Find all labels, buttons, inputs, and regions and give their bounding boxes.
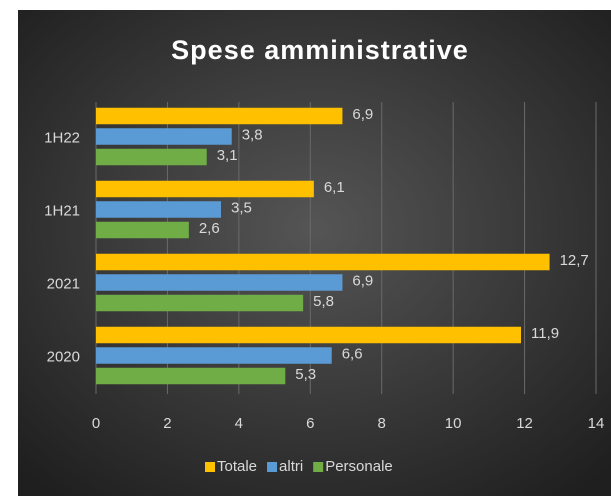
bar — [96, 274, 343, 291]
legend-label: Totale — [217, 458, 257, 475]
bar — [96, 201, 221, 218]
legend-label: Personale — [325, 458, 393, 475]
x-tick-label: 2 — [163, 415, 171, 432]
y-tick-label: 1H22 — [44, 129, 80, 146]
bar — [96, 180, 314, 198]
x-tick-label: 10 — [445, 415, 462, 432]
x-tick-label: 4 — [235, 415, 243, 432]
bar — [96, 148, 207, 166]
x-tick-label: 8 — [378, 415, 386, 432]
bar — [96, 294, 304, 312]
legend-swatch — [205, 462, 215, 472]
value-label: 3,8 — [242, 126, 263, 143]
legend-label: altri — [279, 458, 303, 475]
value-label: 11,9 — [531, 325, 559, 342]
legend-swatch — [267, 462, 278, 472]
bar — [96, 128, 232, 145]
y-tick-label: 2021 — [47, 275, 80, 292]
bar — [96, 326, 521, 344]
value-label: 6,1 — [324, 179, 345, 196]
bar — [96, 253, 550, 271]
value-label: 3,5 — [231, 199, 252, 216]
chart-title: Spese amministrative — [171, 35, 469, 65]
bar — [96, 367, 286, 385]
value-label: 5,3 — [295, 366, 316, 383]
x-tick-label: 0 — [92, 415, 100, 432]
chart-background — [18, 10, 611, 496]
x-tick-label: 12 — [516, 415, 533, 432]
value-label: 6,6 — [342, 345, 363, 362]
x-tick-label: 6 — [306, 415, 314, 432]
value-label: 6,9 — [352, 272, 373, 289]
value-label: 3,1 — [217, 147, 238, 164]
value-label: 2,6 — [199, 220, 220, 237]
bar — [96, 347, 332, 364]
y-tick-label: 2020 — [47, 348, 80, 365]
legend-swatch — [313, 462, 324, 472]
bar — [96, 107, 343, 125]
value-label: 5,8 — [313, 293, 334, 310]
value-label: 12,7 — [560, 252, 589, 269]
y-tick-label: 1H21 — [44, 202, 80, 219]
value-label: 6,9 — [352, 106, 373, 123]
bar — [96, 221, 189, 239]
x-tick-label: 14 — [588, 415, 605, 432]
